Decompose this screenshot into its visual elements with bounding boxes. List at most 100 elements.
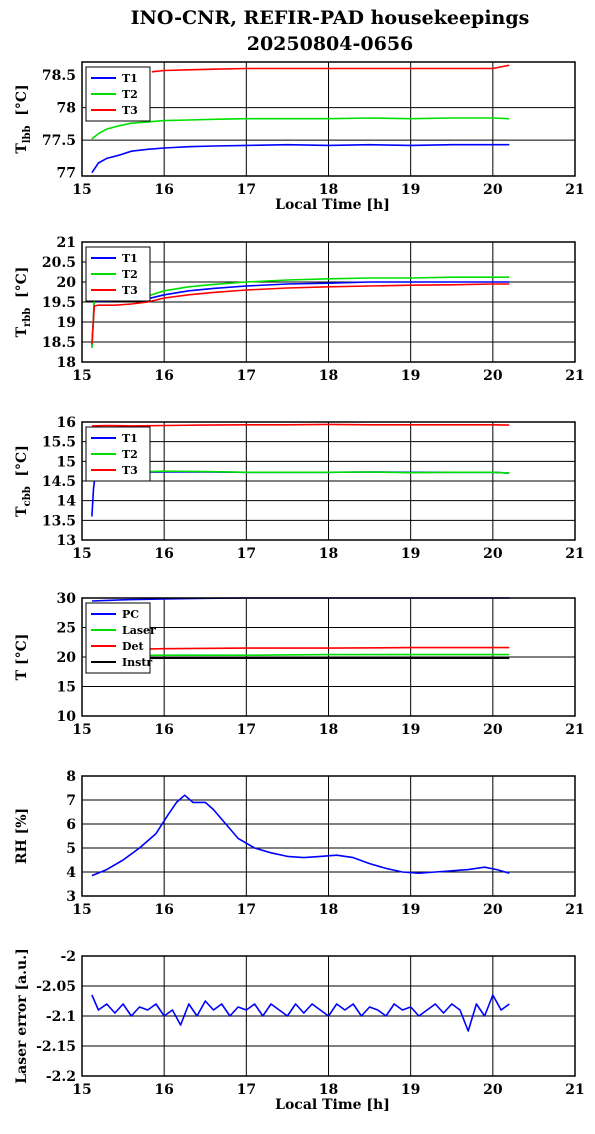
y-tick-label: 20: [57, 650, 77, 666]
plot-frame: [81, 955, 576, 1077]
y-tick-label: 19: [57, 315, 76, 331]
y-tick-label: 15: [57, 454, 76, 470]
x-tick-label: 20: [483, 182, 503, 198]
y-axis-label: T [°C]: [14, 634, 30, 681]
x-tick-label: 21: [565, 902, 584, 918]
legend-box: [85, 426, 151, 482]
x-tick-label: 18: [319, 546, 338, 562]
x-axis-label: Local Time [h]: [275, 1097, 390, 1113]
y-tick-label: 7: [66, 793, 76, 809]
figure-title: INO-CNR, REFIR-PAD housekeepings: [131, 7, 530, 29]
y-tick-label: 4: [66, 865, 76, 881]
legend-label: PC: [122, 608, 139, 621]
chart-tlbb: 77 77.5 78 78.5 15 16 17 18 19 20 21 Local Time [h]…: [14, 61, 585, 213]
x-tick-label: 16: [154, 1082, 173, 1098]
figure-subtitle: 20250804-0656: [247, 33, 414, 55]
x-tick-label: 16: [154, 182, 173, 198]
plot-frame: [81, 421, 576, 541]
y-tick-label: 15.5: [42, 435, 76, 451]
y-axis-label: Tlbb [°C]: [14, 84, 33, 153]
x-tick-label: 17: [237, 902, 256, 918]
x-tick-label: 18: [319, 1082, 338, 1098]
x-tick-label: 16: [154, 368, 173, 384]
y-tick-label: 14: [57, 494, 77, 510]
y-tick-label: 77.5: [42, 133, 76, 149]
x-tick-label: 17: [237, 182, 256, 198]
legend-label: T2: [122, 268, 138, 281]
x-tick-label: 15: [72, 546, 91, 562]
y-axis-label: RH [%]: [14, 808, 30, 864]
plot-frame: [81, 61, 576, 177]
y-axis-label: Laser error [a.u.]: [14, 948, 30, 1083]
legend: T1 T2 T3: [85, 246, 151, 302]
y-tick-label: 77: [57, 166, 76, 182]
x-tick-label: 17: [237, 722, 256, 738]
legend-label: T3: [122, 464, 138, 477]
y-tick-label: 19.5: [42, 295, 76, 311]
y-tick-label: -2: [60, 949, 76, 965]
y-tick-label: 21: [57, 235, 76, 251]
legend-label: T3: [122, 104, 138, 117]
plot-frame: [81, 775, 576, 897]
legend: T1 T2 T3: [85, 66, 151, 122]
legend-label: T3: [122, 284, 138, 297]
chart-trbb: 18 18.5 19 19.5 20 20.5 21 15 16 17 18 19 20 21 Trbb […: [14, 235, 585, 384]
x-tick-label: 19: [401, 182, 420, 198]
x-tick-label: 18: [319, 902, 338, 918]
legend: T1 T2 T3: [85, 426, 151, 482]
series-line-data: [91, 794, 510, 877]
y-axis-label: Trbb [°C]: [14, 267, 33, 338]
x-tick-label: 21: [565, 1082, 584, 1098]
x-tick-label: 15: [72, 1082, 91, 1098]
y-tick-label: 18: [57, 355, 76, 371]
x-tick-label: 18: [319, 722, 338, 738]
y-tick-label: 20.5: [42, 255, 76, 271]
x-tick-label: 20: [483, 546, 503, 562]
x-tick-label: 19: [401, 1082, 420, 1098]
x-tick-label: 21: [565, 722, 584, 738]
x-axis-label: Local Time [h]: [275, 197, 390, 213]
x-tick-label: 20: [483, 1082, 503, 1098]
x-tick-label: 21: [565, 368, 584, 384]
series-line-t2: [91, 117, 510, 140]
x-tick-label: 16: [154, 546, 173, 562]
y-tick-label: 15: [57, 680, 76, 696]
series-line-t1: [91, 143, 510, 174]
x-tick-label: 16: [154, 902, 173, 918]
y-tick-label: 13.5: [42, 513, 76, 529]
y-tick-label: -2.2: [46, 1069, 76, 1085]
y-tick-label: 25: [57, 621, 76, 637]
x-tick-label: 19: [401, 722, 420, 738]
series-line-instr: [91, 657, 510, 660]
y-tick-label: 10: [57, 709, 77, 725]
legend-label: Instr: [122, 656, 152, 669]
legend: PC Laser Det Instr: [85, 602, 156, 674]
x-tick-label: 20: [483, 722, 503, 738]
y-tick-label: 78.5: [42, 68, 76, 84]
x-tick-label: 21: [565, 546, 584, 562]
y-tick-label: -2.15: [36, 1039, 76, 1055]
series-line-det: [91, 646, 510, 651]
x-tick-label: 19: [401, 368, 420, 384]
legend-label: Laser: [122, 624, 156, 637]
x-tick-label: 18: [319, 368, 338, 384]
x-tick-label: 17: [237, 1082, 256, 1098]
x-tick-label: 15: [72, 902, 91, 918]
series-line-t3: [151, 64, 510, 73]
x-tick-label: 16: [154, 722, 173, 738]
chart-tcbb: 13 13.5 14 14.5 15 15.5 16 15 16 17 18 19 20 21 Tcbb […: [14, 415, 585, 562]
x-tick-label: 15: [72, 722, 91, 738]
legend-label: T2: [122, 448, 138, 461]
y-tick-label: 14.5: [42, 474, 76, 490]
x-tick-label: 19: [401, 546, 420, 562]
x-tick-label: 21: [565, 182, 584, 198]
x-tick-label: 15: [72, 182, 91, 198]
legend-label: T1: [122, 72, 138, 85]
x-tick-label: 19: [401, 902, 420, 918]
y-tick-label: 20: [57, 275, 77, 291]
y-tick-label: 16: [57, 415, 76, 431]
y-tick-label: 78: [57, 101, 76, 117]
y-tick-label: 18.5: [42, 335, 76, 351]
